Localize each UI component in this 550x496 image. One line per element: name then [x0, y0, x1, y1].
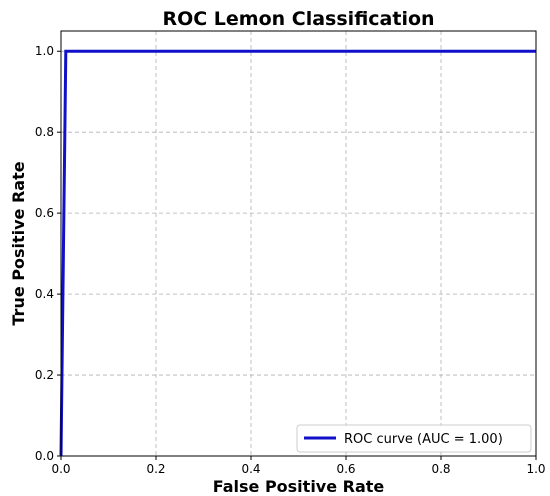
- plot-frame: [60, 30, 537, 457]
- legend-box: [296, 424, 532, 453]
- y-tick-label: 0.0: [35, 449, 54, 463]
- x-tick-label: 0.6: [336, 462, 355, 476]
- y-axis-label: True Positive Rate: [9, 161, 28, 325]
- legend: ROC curve (AUC = 1.00): [296, 424, 532, 453]
- y-tick-label: 0.6: [35, 206, 54, 220]
- y-tick-label: 0.2: [35, 368, 54, 382]
- x-tick-label: 0.2: [146, 462, 165, 476]
- legend-label: ROC curve (AUC = 1.00): [344, 432, 503, 447]
- grid: [61, 31, 536, 456]
- roc-curve-line: [59, 49, 536, 457]
- x-tick-label: 0.4: [241, 462, 260, 476]
- y-tick-label: 1.0: [35, 44, 54, 58]
- chart-title: ROC Lemon Classification: [162, 8, 434, 30]
- x-axis-label: False Positive Rate: [213, 477, 385, 496]
- y-tick-label: 0.4: [35, 287, 54, 301]
- x-tick-label: 0.8: [431, 462, 450, 476]
- series-layer: [59, 49, 536, 457]
- x-tick-label: 0.0: [51, 462, 70, 476]
- x-tick-label: 1.0: [526, 462, 545, 476]
- axis-ticks: 0.0 0.2 0.4 0.6 0.8 1.0 0.0 0.2 0.4 0.6 0.8 1.0: [35, 44, 546, 476]
- y-tick-label: 0.8: [35, 125, 54, 139]
